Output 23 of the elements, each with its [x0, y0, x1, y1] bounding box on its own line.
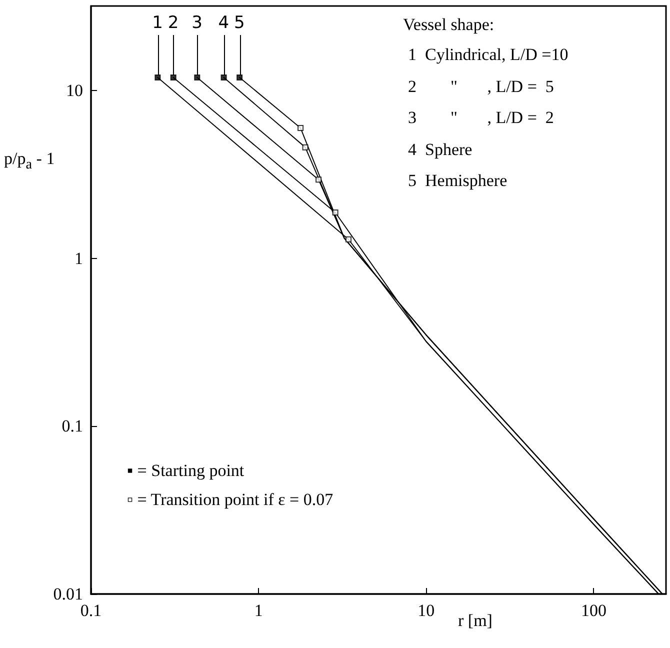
annotation: 1 Cylindrical, L/D =10	[408, 45, 568, 64]
y-tick-label: 10	[66, 81, 83, 100]
text: 1	[152, 13, 163, 34]
annotation: 2 " , L/D = 5	[408, 76, 554, 96]
y-tick-label: 1	[74, 248, 83, 268]
annotation: Vessel shape:	[403, 15, 494, 34]
x-tick-label: 100	[580, 601, 606, 620]
text: 3	[192, 13, 202, 34]
x-tick-label: 10	[418, 601, 435, 620]
annotation: ▫ = Transition point if ε = 0.07	[127, 490, 334, 509]
y-axis-title: p/p$_{a}$ - 1	[4, 149, 55, 172]
annotation: 3 " , L/D = 2	[408, 108, 554, 127]
text: 4	[218, 13, 230, 34]
text: 5	[234, 13, 245, 34]
y-tick-label: 0.1	[62, 416, 83, 436]
annotation: 5 Hemisphere	[408, 171, 508, 190]
x-axis-title: r [m]	[458, 611, 492, 630]
x-tick-label: 0.1	[80, 601, 102, 620]
annotation: ▪ = Starting point	[127, 461, 244, 480]
annotation: 4 Sphere	[408, 140, 472, 158]
text: 2	[168, 13, 179, 34]
y-tick-label: 0.01	[53, 584, 83, 604]
x-tick-label: 1	[254, 601, 263, 620]
